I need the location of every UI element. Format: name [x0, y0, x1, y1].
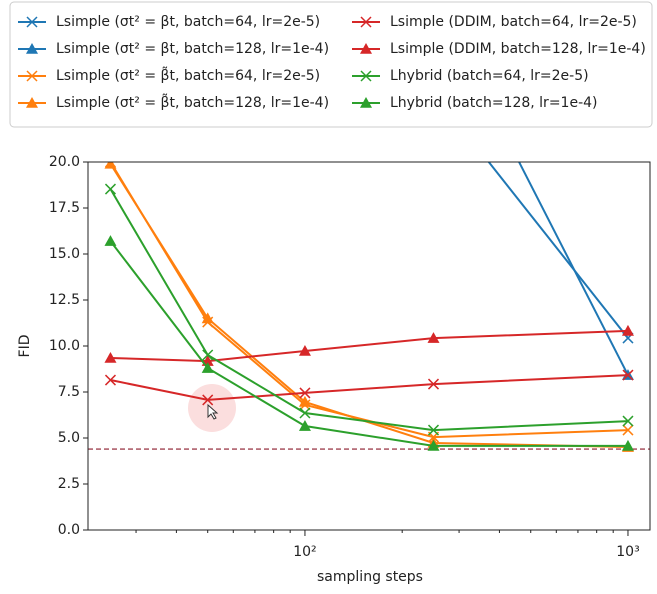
y-axis-label: FID	[17, 335, 33, 358]
x-axis-label: sampling steps	[317, 569, 423, 585]
legend-label: Lhybrid (batch=128, lr=1e-4)	[390, 95, 597, 111]
axes-frame	[87, 161, 651, 531]
marker	[201, 312, 214, 324]
series-line	[110, 329, 629, 363]
legend-box	[9, 1, 653, 128]
marker	[201, 362, 214, 373]
marker	[299, 387, 311, 399]
marker	[427, 424, 440, 436]
y-tick-label: 17.5	[49, 200, 80, 216]
marker	[26, 43, 38, 54]
marker	[202, 349, 214, 361]
marker	[26, 16, 38, 28]
legend-label: Lhybrid (batch=64, lr=2e-5)	[390, 68, 589, 84]
y-tick-label: 5.0	[58, 430, 80, 446]
y-tick-label: 0.0	[58, 522, 80, 538]
legend-label: Lsimple (DDIM, batch=64, lr=2e-5)	[390, 14, 637, 30]
marker	[104, 235, 117, 246]
marker	[202, 394, 214, 406]
marker	[360, 70, 372, 82]
legend-label: Lsimple (σt² = β̃t, batch=128, lr=1e-4)	[56, 93, 329, 111]
marker	[298, 395, 311, 407]
x-tick-label: 10³	[616, 544, 639, 560]
marker	[427, 378, 440, 390]
marker	[360, 43, 372, 54]
series-line	[109, 240, 628, 447]
y-tick-label: 7.5	[58, 384, 80, 400]
marker	[621, 439, 634, 451]
series-line	[109, 163, 628, 449]
y-tick-label: 10.0	[49, 338, 80, 354]
y-tick-label: 2.5	[58, 476, 80, 492]
series-line	[487, 162, 629, 339]
marker	[427, 332, 440, 343]
marker	[104, 162, 117, 169]
legend-label: Lsimple (σt² = βt, batch=128, lr=1e-4)	[56, 41, 329, 57]
marker	[298, 344, 311, 356]
series-line	[110, 374, 629, 401]
marker	[427, 439, 440, 451]
marker	[104, 374, 117, 386]
marker	[360, 16, 372, 28]
marker	[621, 324, 634, 336]
y-tick-label: 20.0	[49, 154, 80, 170]
marker	[298, 420, 311, 431]
series-line	[517, 162, 629, 376]
marker	[26, 97, 38, 108]
marker	[26, 70, 38, 82]
legend-label: Lsimple (σt² = βt, batch=64, lr=2e-5)	[56, 14, 320, 30]
marker	[622, 369, 634, 381]
x-tick-label: 10²	[293, 544, 316, 560]
marker	[104, 351, 117, 363]
marker	[360, 97, 372, 108]
marker	[104, 183, 117, 195]
marker	[622, 415, 634, 427]
plot-area	[88, 162, 650, 452]
marker	[622, 424, 634, 436]
legend-label: Lsimple (DDIM, batch=128, lr=1e-4)	[390, 41, 646, 57]
y-tick-label: 15.0	[49, 246, 80, 262]
marker	[299, 407, 311, 419]
y-tick-label: 12.5	[49, 292, 80, 308]
cursor	[207, 403, 219, 420]
legend-label: Lsimple (σt² = β̃t, batch=64, lr=2e-5)	[56, 66, 320, 84]
